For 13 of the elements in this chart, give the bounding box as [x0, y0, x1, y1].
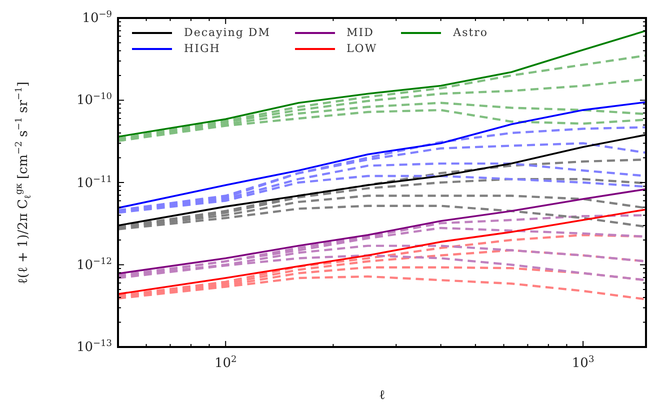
x-tick-label: 10$^{3}$ — [572, 354, 594, 372]
x-tick-label: 10$^{2}$ — [214, 354, 237, 372]
y-tick-label: 10$^{−9}$ — [82, 10, 112, 26]
legend-label: Astro — [453, 26, 488, 39]
legend-label: LOW — [346, 42, 378, 55]
legend-label: MID — [346, 26, 374, 39]
y-tick-label: 10$^{−10}$ — [76, 92, 112, 108]
y-tick-label: 10$^{−11}$ — [76, 174, 112, 191]
x-axis-title: ℓ — [379, 387, 386, 403]
y-tick-label: 10$^{−13}$ — [76, 338, 112, 356]
legend-label: HIGH — [184, 42, 220, 55]
y-tick-label: 10$^{−12}$ — [76, 256, 112, 273]
legend-label: Decaying DM — [184, 26, 270, 39]
